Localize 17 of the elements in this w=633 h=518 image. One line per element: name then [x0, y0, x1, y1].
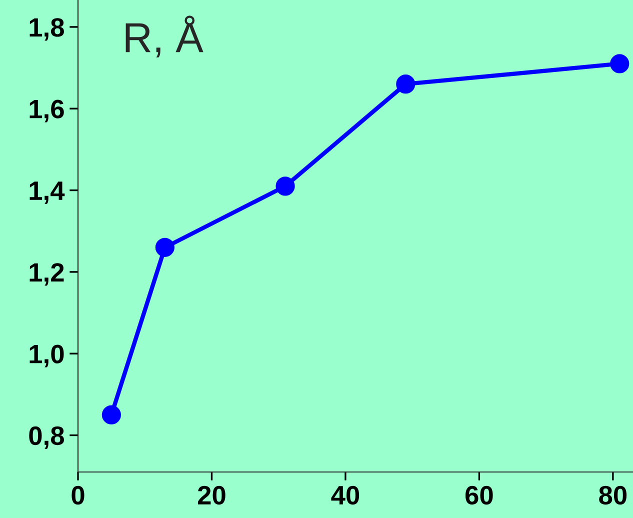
y-tick-label: 1,6: [30, 100, 64, 122]
point: [276, 176, 295, 196]
y-tick-label: 1,2: [30, 263, 64, 286]
x-tick-label: 40: [331, 486, 360, 505]
point: [396, 74, 416, 94]
y-tick-label: 1,4: [30, 182, 65, 204]
x-tick-label: 20: [198, 486, 226, 505]
point: [102, 405, 121, 424]
x-tick-label: 60: [465, 486, 493, 505]
y-tick-label: 0,8: [29, 426, 64, 449]
x-tick-label: 0: [72, 486, 84, 505]
y-tick-label: 1,0: [30, 344, 64, 368]
x-tick-label: 80: [599, 486, 627, 505]
point: [610, 54, 630, 74]
point: [155, 238, 174, 257]
y-axis-title: R, Å: [126, 16, 204, 58]
y-tick-label: 1,8: [30, 18, 64, 41]
